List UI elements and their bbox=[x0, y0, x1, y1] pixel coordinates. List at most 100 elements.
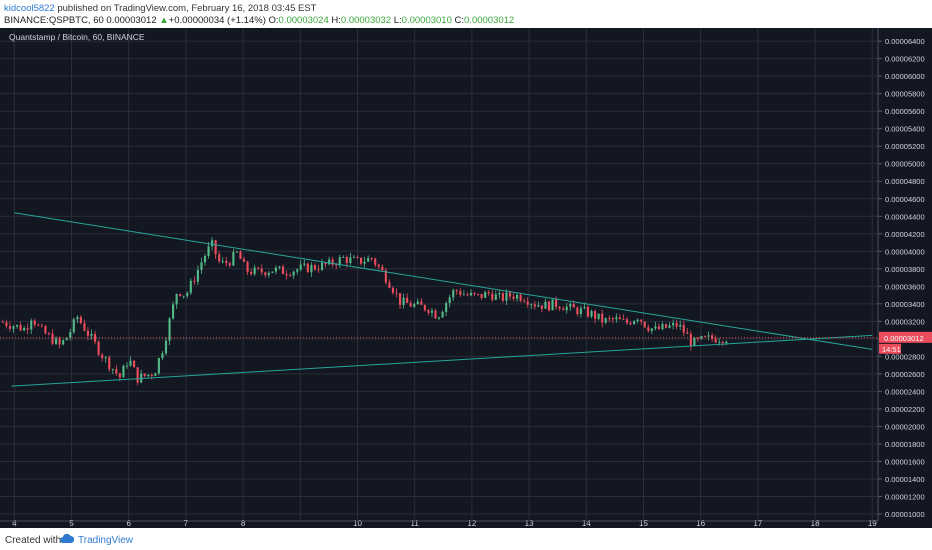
candle-body bbox=[423, 304, 426, 311]
candle-body bbox=[86, 330, 90, 336]
candle-body bbox=[647, 327, 650, 331]
candle-body bbox=[129, 360, 132, 366]
candle-body bbox=[47, 333, 51, 335]
chart-background bbox=[0, 28, 932, 528]
candle-body bbox=[484, 292, 487, 298]
candle-body bbox=[437, 317, 441, 319]
candle-body bbox=[101, 354, 104, 359]
candle-body bbox=[345, 257, 348, 263]
chart-area[interactable]: 0.00006400 0.00006200 0.00006000 0.00005800… bbox=[0, 28, 932, 528]
candle-body bbox=[473, 292, 476, 294]
lower-trendline bbox=[11, 334, 873, 387]
candle-body bbox=[51, 333, 54, 344]
change-value: +0.00000034 (+1.14%) bbox=[168, 15, 266, 26]
candle-body bbox=[239, 251, 242, 260]
candle-body bbox=[597, 313, 600, 319]
price-chart[interactable]: 0.00006400 0.00006200 0.00006000 0.00005800… bbox=[0, 28, 932, 528]
candle-body bbox=[427, 310, 430, 313]
tradingview-link[interactable]: TradingView bbox=[78, 535, 134, 546]
candle-body bbox=[725, 341, 728, 344]
candle-body bbox=[108, 357, 111, 370]
y-tick-label: 0.00005800 bbox=[885, 90, 925, 99]
candle-body bbox=[661, 324, 664, 330]
candle-body bbox=[633, 321, 636, 325]
candle-body bbox=[278, 266, 281, 268]
candle-body bbox=[682, 324, 685, 333]
candle-body bbox=[562, 308, 565, 311]
y-tick-label: 0.00003600 bbox=[885, 282, 925, 291]
candle-body bbox=[44, 326, 47, 334]
candle-body bbox=[384, 270, 387, 283]
tradingview-cloud-icon[interactable] bbox=[60, 534, 74, 544]
candle-body bbox=[576, 307, 579, 314]
candle-body bbox=[221, 261, 224, 262]
y-tick-label: 0.00004600 bbox=[885, 195, 925, 204]
y-tick-label: 0.00001800 bbox=[885, 440, 925, 449]
candle-body bbox=[505, 292, 508, 301]
candle-body bbox=[721, 341, 724, 344]
symbol-label: BINANCE:QSPBTC, 60 bbox=[4, 15, 104, 26]
candle-body bbox=[395, 292, 398, 294]
candle-body bbox=[537, 305, 540, 307]
publisher-link[interactable]: kidcool5822 bbox=[4, 3, 55, 14]
candle-body bbox=[572, 303, 575, 308]
candle-body bbox=[434, 310, 437, 319]
candle-body bbox=[1, 322, 4, 324]
candle-body bbox=[469, 292, 473, 296]
candle-body bbox=[94, 333, 97, 342]
x-tick-label: 4 bbox=[12, 519, 17, 528]
candle-body bbox=[246, 261, 249, 272]
y-tick-label: 0.00002400 bbox=[885, 387, 925, 396]
y-tick-label: 0.00001200 bbox=[885, 492, 925, 501]
countdown-box bbox=[879, 343, 901, 354]
candle-body bbox=[530, 304, 533, 306]
candle-body bbox=[207, 246, 210, 257]
candle-body bbox=[26, 328, 29, 330]
candle-body bbox=[196, 269, 199, 282]
candle-body bbox=[69, 332, 72, 338]
candle-body bbox=[491, 293, 494, 300]
candle-body bbox=[459, 291, 462, 295]
candle-body bbox=[313, 265, 316, 270]
y-tick-label: 0.00004400 bbox=[885, 212, 925, 221]
candle-body bbox=[79, 317, 82, 324]
candle-body bbox=[331, 259, 334, 265]
candle-body bbox=[579, 308, 582, 314]
candle-body bbox=[5, 322, 8, 326]
candle-body bbox=[289, 275, 292, 277]
candle-body bbox=[406, 297, 409, 303]
candle-body bbox=[211, 240, 214, 247]
candle-body bbox=[565, 306, 568, 311]
x-tick-label: 15 bbox=[639, 519, 648, 528]
candle-body bbox=[622, 319, 625, 320]
y-tick-label: 0.00005200 bbox=[885, 142, 925, 151]
candle-body bbox=[115, 369, 118, 374]
candle-body bbox=[391, 287, 395, 293]
candle-body bbox=[487, 292, 490, 294]
candle-body bbox=[232, 251, 235, 266]
candle-body bbox=[12, 326, 15, 329]
candle-body bbox=[494, 294, 497, 300]
y-tick-label: 0.00001600 bbox=[885, 457, 925, 466]
y-tick-label: 0.00001400 bbox=[885, 475, 925, 484]
x-tick-label: 10 bbox=[353, 519, 362, 528]
y-tick-label: 0.00002800 bbox=[885, 352, 925, 361]
candle-body bbox=[714, 338, 717, 343]
candle-body bbox=[310, 265, 313, 273]
candle-body bbox=[625, 319, 629, 324]
x-tick-label: 7 bbox=[184, 519, 189, 528]
y-tick-label: 0.00006400 bbox=[885, 37, 925, 46]
candle-body bbox=[161, 353, 164, 359]
candle-body bbox=[413, 304, 416, 307]
candle-body bbox=[696, 338, 700, 339]
y-tick-label: 0.00003200 bbox=[885, 317, 925, 326]
candle-body bbox=[519, 294, 522, 301]
candle-body bbox=[551, 299, 554, 311]
candle-body bbox=[37, 324, 40, 326]
candle-body bbox=[477, 293, 480, 295]
candle-body bbox=[583, 307, 586, 309]
candle-body bbox=[711, 335, 714, 339]
candle-body bbox=[33, 320, 36, 325]
candle-body bbox=[147, 374, 150, 377]
candle-body bbox=[615, 317, 618, 320]
